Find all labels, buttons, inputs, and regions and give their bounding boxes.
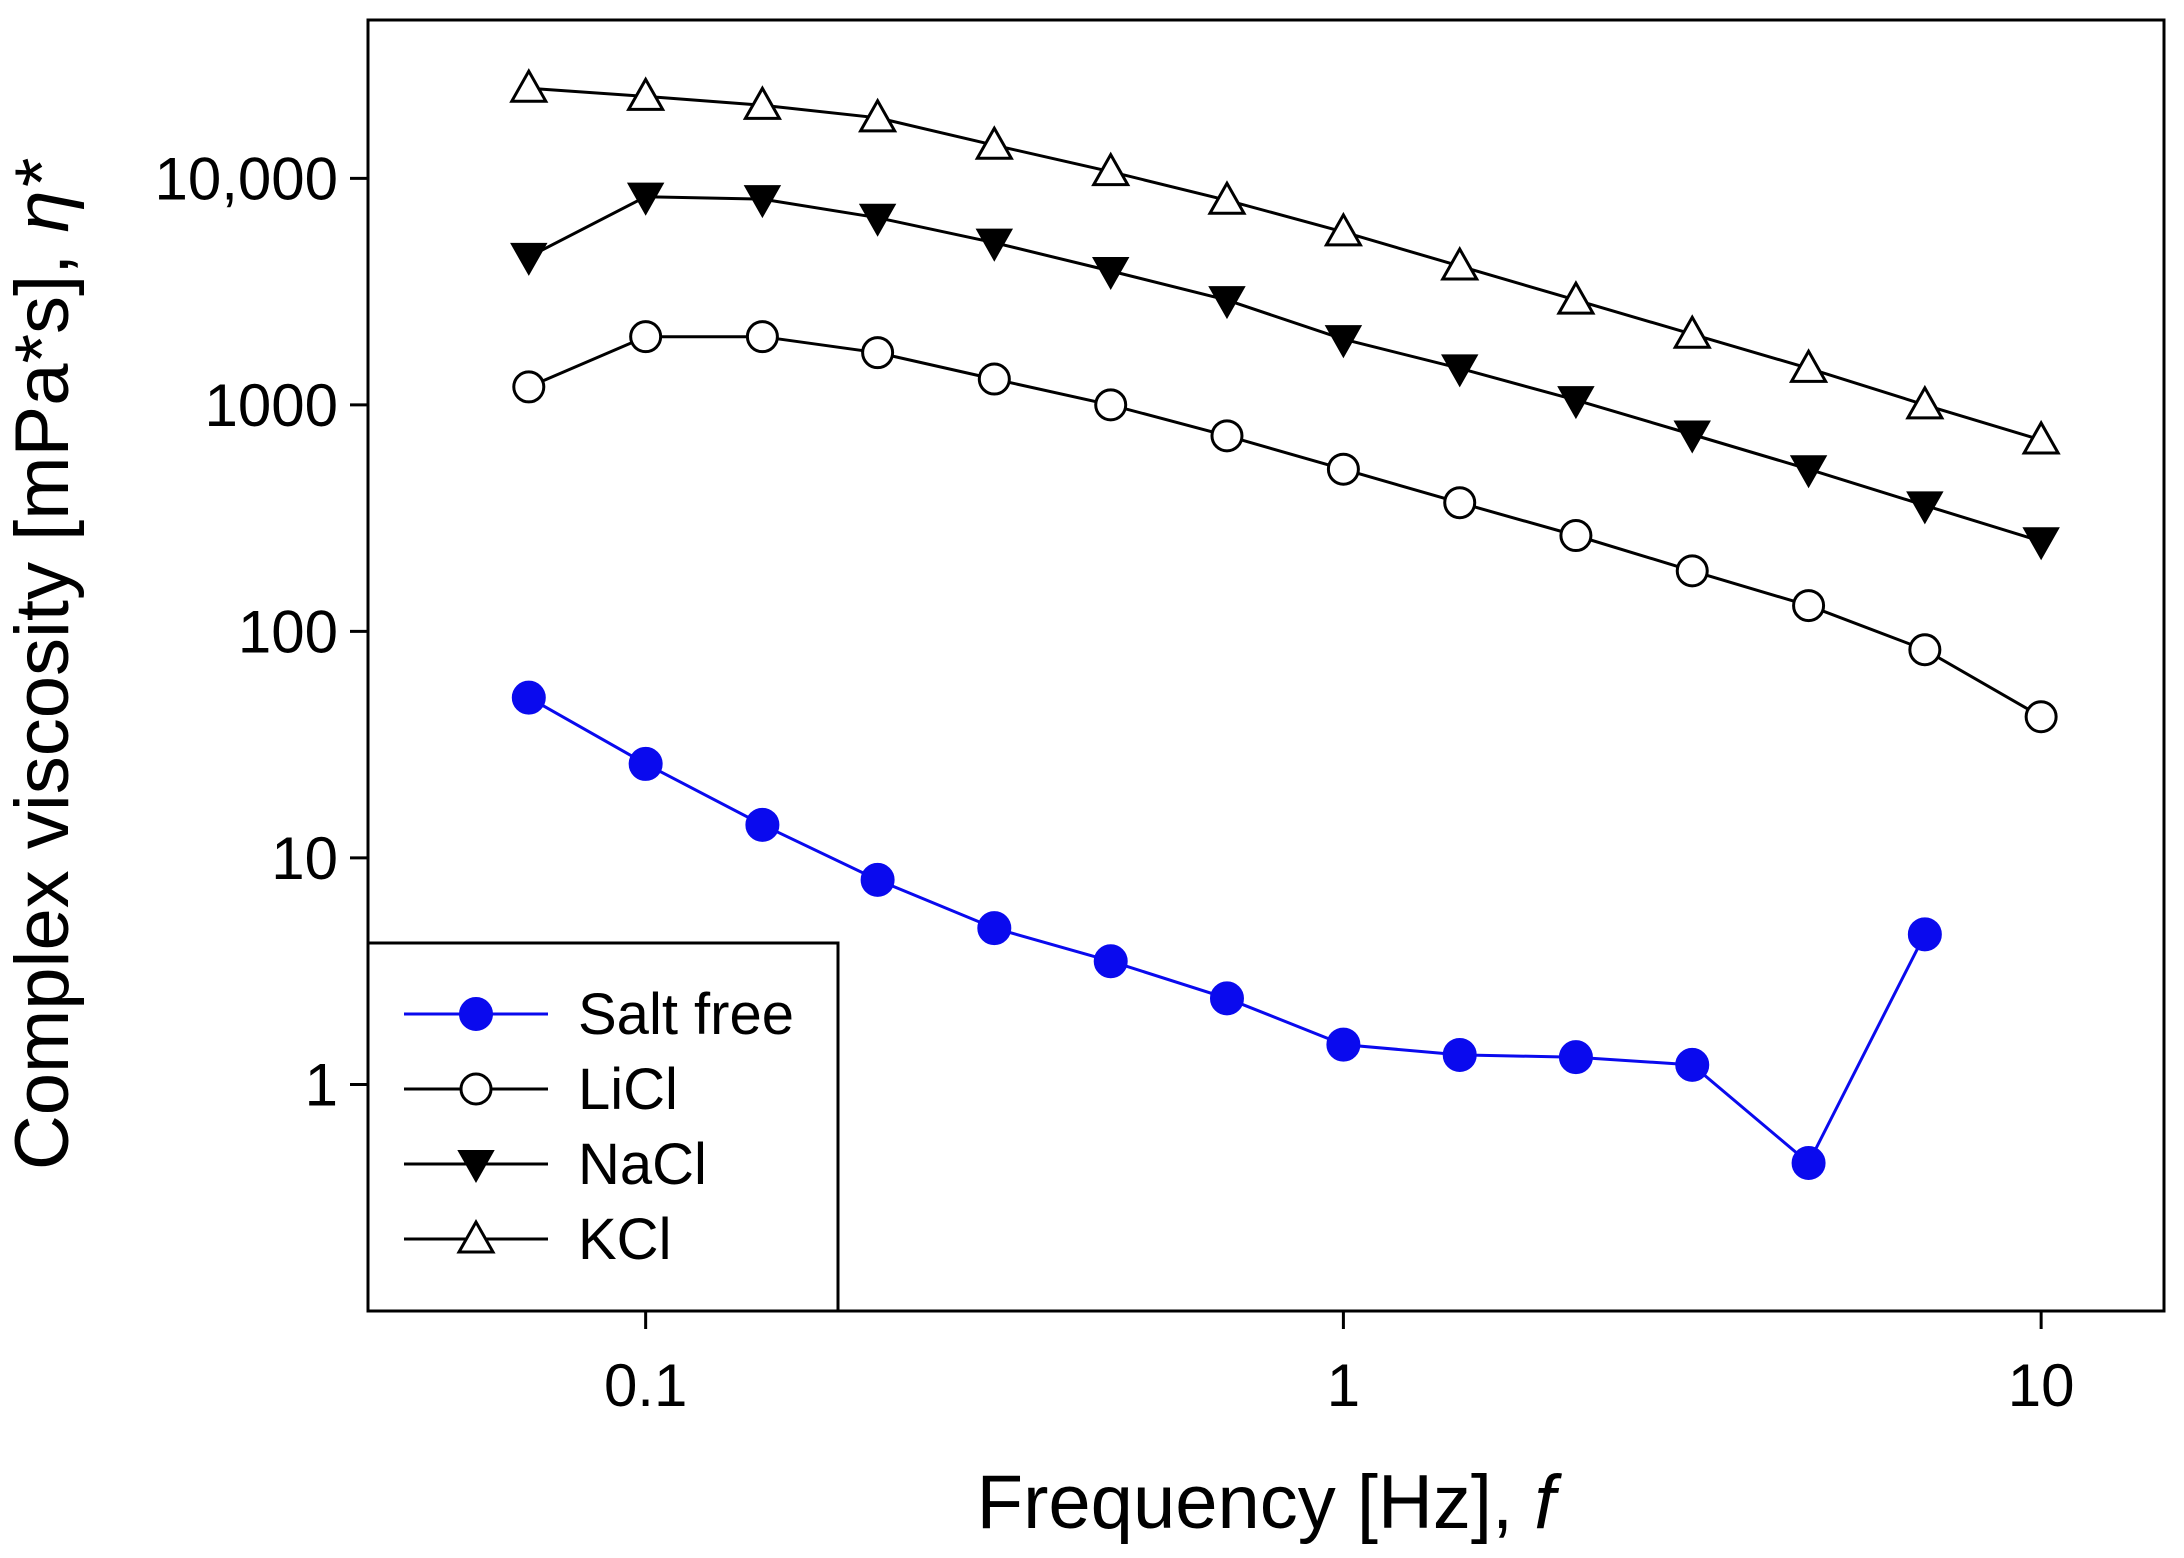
data-point-licl bbox=[1675, 554, 1709, 588]
y-tick-label: 100 bbox=[238, 598, 338, 665]
legend-item-salt-free: Salt free bbox=[404, 982, 794, 1047]
plot-frame bbox=[366, 18, 2166, 1313]
series-layer bbox=[509, 68, 2061, 1181]
data-point-salt-free bbox=[1326, 1027, 1361, 1062]
series-kcl bbox=[509, 68, 2061, 455]
series-line-nacl bbox=[528, 195, 2042, 543]
data-point-nacl bbox=[626, 182, 665, 216]
data-point-licl bbox=[1908, 633, 1942, 667]
y-tick-label: 10,000 bbox=[154, 145, 338, 212]
data-point-salt-free bbox=[977, 911, 1012, 946]
series-line-kcl bbox=[528, 86, 2042, 442]
data-point-kcl bbox=[1207, 180, 1247, 215]
data-point-nacl bbox=[858, 203, 897, 237]
data-point-salt-free bbox=[1093, 944, 1128, 979]
data-point-licl bbox=[1792, 589, 1826, 623]
data-point-nacl bbox=[2022, 527, 2060, 561]
x-axis-title-text: Frequency [Hz], bbox=[977, 1460, 1535, 1545]
legend-box bbox=[366, 941, 840, 1313]
y-tick-label: 1 bbox=[305, 1051, 338, 1118]
data-point-nacl bbox=[743, 185, 782, 219]
x-tick-label: 10 bbox=[2008, 1352, 2075, 1419]
data-point-kcl bbox=[1789, 348, 1829, 383]
data-point-nacl bbox=[1789, 455, 1828, 489]
data-point-licl bbox=[1443, 486, 1477, 520]
data-point-licl bbox=[1210, 419, 1244, 453]
legend-marker bbox=[459, 1072, 493, 1106]
series-line-licl bbox=[528, 335, 2042, 718]
data-point-salt-free bbox=[1907, 917, 1942, 952]
legend-item-licl: LiCl bbox=[404, 1057, 678, 1122]
data-point-licl bbox=[1326, 452, 1360, 486]
data-point-nacl bbox=[975, 228, 1014, 262]
data-point-licl bbox=[1094, 388, 1128, 422]
data-point-kcl bbox=[1905, 384, 1945, 420]
data-point-kcl bbox=[1672, 314, 1712, 349]
x-axis: 0.1 1 10 bbox=[604, 1311, 2075, 1419]
data-point-kcl bbox=[1091, 151, 1131, 187]
y-axis-title-symbol: η* bbox=[0, 158, 85, 232]
series-licl bbox=[512, 320, 2058, 734]
data-point-nacl bbox=[1208, 286, 1246, 320]
legend-item-kcl: KCl bbox=[404, 1207, 671, 1272]
data-point-kcl bbox=[1556, 280, 1596, 315]
data-point-nacl bbox=[510, 242, 548, 276]
data-point-nacl bbox=[1324, 325, 1363, 359]
data-point-nacl bbox=[1906, 491, 1944, 525]
data-point-nacl bbox=[1673, 420, 1711, 454]
data-point-kcl bbox=[1440, 246, 1480, 281]
data-point-salt-free bbox=[1675, 1047, 1710, 1082]
data-point-kcl bbox=[509, 68, 549, 103]
series-salt-free bbox=[511, 680, 1942, 1181]
legend-label: KCl bbox=[578, 1207, 671, 1272]
data-point-licl bbox=[1559, 519, 1593, 553]
y-tick-label: 10 bbox=[271, 825, 338, 892]
y-axis: 1 10 100 1000 10,000 bbox=[154, 145, 368, 1118]
x-tick-label: 1 bbox=[1327, 1352, 1360, 1419]
y-axis-title-text: Complex viscosity [mPa*s], bbox=[0, 233, 85, 1171]
data-point-salt-free bbox=[1442, 1037, 1477, 1072]
data-point-licl bbox=[977, 362, 1011, 396]
data-point-salt-free bbox=[1558, 1040, 1593, 1075]
data-point-nacl bbox=[1441, 354, 1479, 388]
data-point-licl bbox=[2024, 700, 2058, 734]
data-point-salt-free bbox=[628, 746, 663, 781]
data-point-licl bbox=[861, 336, 895, 370]
data-point-salt-free bbox=[1791, 1146, 1826, 1181]
y-axis-title: Complex viscosity [mPa*s], η* bbox=[0, 158, 85, 1170]
x-tick-label: 0.1 bbox=[604, 1352, 687, 1419]
data-point-kcl bbox=[2021, 419, 2061, 455]
data-point-licl bbox=[512, 370, 546, 404]
legend-marker bbox=[459, 997, 493, 1031]
data-point-kcl bbox=[974, 125, 1014, 160]
data-point-salt-free bbox=[1209, 981, 1244, 1016]
data-point-kcl bbox=[742, 85, 782, 120]
data-point-salt-free bbox=[860, 862, 895, 897]
legend: Salt free LiCl NaCl KCl bbox=[366, 941, 840, 1313]
data-point-nacl bbox=[1091, 256, 1130, 291]
data-point-licl bbox=[629, 320, 663, 354]
data-point-kcl bbox=[626, 76, 666, 111]
plot-area bbox=[366, 18, 2166, 1313]
legend-label: NaCl bbox=[578, 1132, 707, 1197]
legend-item-nacl: NaCl bbox=[404, 1132, 707, 1197]
data-point-salt-free bbox=[511, 680, 546, 715]
legend-marker bbox=[456, 1218, 496, 1254]
legend-label: Salt free bbox=[578, 982, 794, 1047]
data-point-kcl bbox=[858, 97, 898, 133]
data-point-nacl bbox=[1557, 386, 1595, 420]
y-tick-label: 1000 bbox=[205, 372, 338, 439]
legend-marker bbox=[457, 1150, 495, 1184]
legend-label: LiCl bbox=[578, 1057, 678, 1122]
x-axis-title: Frequency [Hz], f bbox=[977, 1460, 1563, 1545]
series-nacl bbox=[510, 182, 2060, 561]
data-point-salt-free bbox=[745, 807, 780, 842]
data-point-licl bbox=[745, 320, 779, 354]
data-point-kcl bbox=[1323, 211, 1363, 247]
